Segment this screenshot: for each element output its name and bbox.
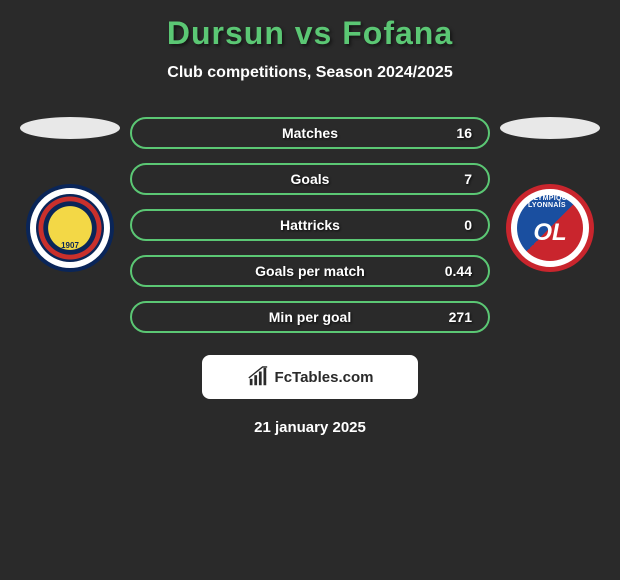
date-label: 21 january 2025 — [0, 419, 620, 436]
right-player-silhouette — [500, 117, 600, 139]
stat-row: Min per goal 271 — [130, 301, 490, 333]
stat-right-value: 16 — [432, 125, 472, 141]
stats-column: Matches 16 Goals 7 Hattricks 0 Goals per… — [130, 117, 490, 333]
stat-right-value: 0 — [432, 217, 472, 233]
page-title: Dursun vs Fofana — [0, 15, 620, 52]
brand-text: FcTables.com — [275, 369, 374, 386]
stat-label: Goals per match — [255, 263, 365, 279]
stat-label: Hattricks — [280, 217, 340, 233]
chart-icon — [247, 366, 269, 388]
stat-right-value: 0.44 — [432, 263, 472, 279]
subtitle: Club competitions, Season 2024/2025 — [0, 64, 620, 82]
stat-row: Goals 7 — [130, 163, 490, 195]
main-comparison-area: Matches 16 Goals 7 Hattricks 0 Goals per… — [0, 117, 620, 333]
left-player-column — [10, 117, 130, 272]
stat-row: Matches 16 — [130, 117, 490, 149]
left-player-silhouette — [20, 117, 120, 139]
stat-label: Min per goal — [269, 309, 351, 325]
stat-right-value: 271 — [432, 309, 472, 325]
right-player-column: OLYMPIQUELYONNAIS — [490, 117, 610, 272]
comparison-card: Dursun vs Fofana Club competitions, Seas… — [0, 0, 620, 446]
stat-label: Matches — [282, 125, 338, 141]
stat-row: Hattricks 0 — [130, 209, 490, 241]
stat-row: Goals per match 0.44 — [130, 255, 490, 287]
left-club-badge — [26, 184, 114, 272]
stat-label: Goals — [291, 171, 330, 187]
stat-right-value: 7 — [432, 171, 472, 187]
brand-badge: FcTables.com — [202, 355, 418, 399]
right-club-badge: OLYMPIQUELYONNAIS — [506, 184, 594, 272]
lyon-badge-text: OLYMPIQUELYONNAIS — [528, 195, 572, 209]
